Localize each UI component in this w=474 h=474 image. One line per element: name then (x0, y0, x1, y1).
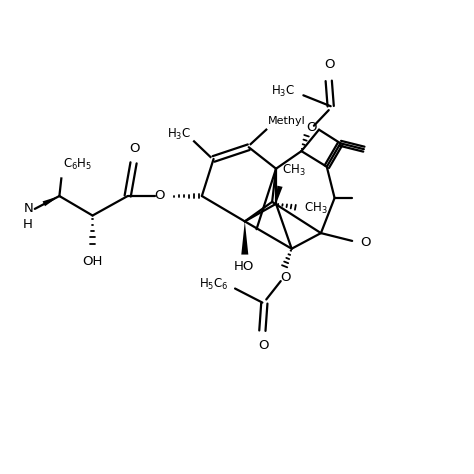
Text: N: N (23, 202, 33, 215)
Text: O: O (325, 58, 335, 71)
Polygon shape (43, 196, 59, 206)
Text: HO: HO (234, 260, 254, 273)
Text: O: O (281, 271, 291, 284)
Text: OH: OH (82, 255, 103, 268)
Polygon shape (276, 186, 283, 204)
Text: CH$_3$: CH$_3$ (282, 164, 306, 178)
Text: O: O (129, 142, 139, 155)
Text: O: O (155, 189, 165, 202)
Text: C$_6$H$_5$: C$_6$H$_5$ (63, 157, 92, 172)
Text: CH$_3$: CH$_3$ (304, 201, 328, 216)
Text: O: O (258, 339, 269, 352)
Text: H: H (23, 218, 33, 231)
Text: O: O (361, 237, 371, 249)
Polygon shape (241, 221, 248, 255)
Text: H$_3$C: H$_3$C (272, 84, 296, 99)
Text: O: O (306, 121, 317, 134)
Text: H$_3$C: H$_3$C (167, 127, 191, 142)
Text: H$_5$C$_6$: H$_5$C$_6$ (199, 277, 228, 292)
Text: Methyl: Methyl (268, 116, 306, 126)
